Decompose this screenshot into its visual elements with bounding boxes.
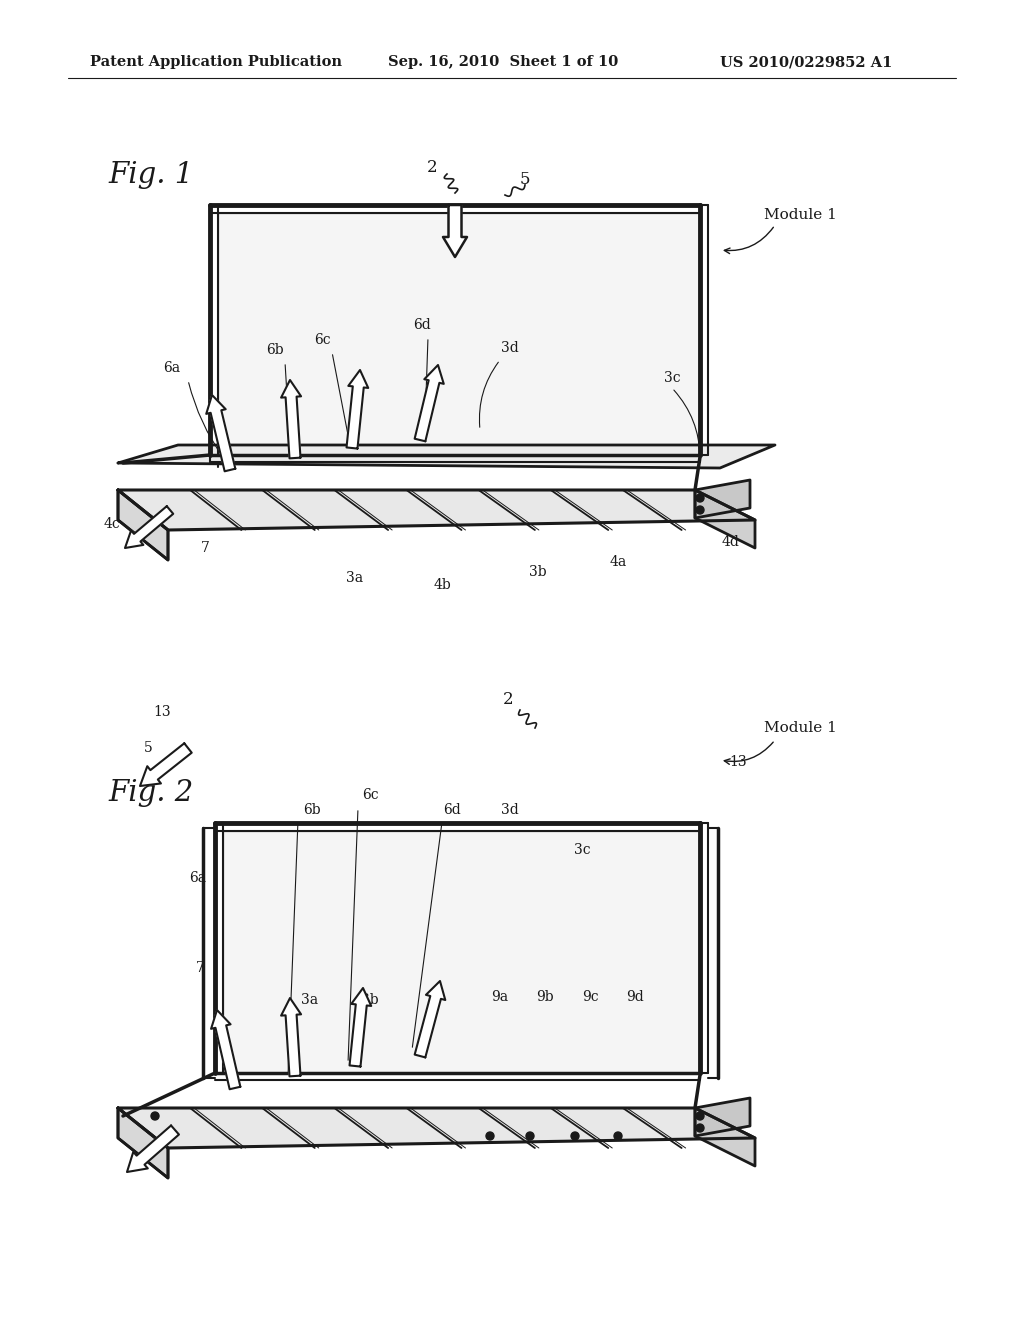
Text: 6a: 6a bbox=[189, 871, 207, 884]
Polygon shape bbox=[346, 370, 369, 449]
Circle shape bbox=[526, 1133, 534, 1140]
Polygon shape bbox=[118, 490, 168, 560]
Polygon shape bbox=[282, 380, 301, 458]
Polygon shape bbox=[695, 1107, 755, 1166]
Text: Module 1: Module 1 bbox=[764, 721, 837, 735]
Circle shape bbox=[696, 1111, 705, 1119]
Circle shape bbox=[151, 1111, 159, 1119]
Polygon shape bbox=[118, 1107, 168, 1177]
Circle shape bbox=[696, 494, 705, 502]
Text: 6c: 6c bbox=[313, 333, 331, 347]
Text: 3a: 3a bbox=[346, 572, 364, 585]
Text: 3b: 3b bbox=[361, 993, 379, 1007]
Polygon shape bbox=[695, 490, 755, 548]
Polygon shape bbox=[118, 490, 755, 531]
Circle shape bbox=[486, 1133, 494, 1140]
Polygon shape bbox=[140, 743, 191, 785]
Polygon shape bbox=[118, 490, 168, 560]
Polygon shape bbox=[415, 366, 443, 441]
Text: US 2010/0229852 A1: US 2010/0229852 A1 bbox=[720, 55, 892, 69]
Text: 4c: 4c bbox=[103, 517, 121, 531]
Text: 9a: 9a bbox=[492, 990, 509, 1005]
Polygon shape bbox=[223, 832, 700, 1073]
Circle shape bbox=[696, 506, 705, 513]
Polygon shape bbox=[218, 213, 700, 455]
Text: 9c: 9c bbox=[582, 990, 598, 1005]
Text: 4: 4 bbox=[430, 985, 439, 999]
Circle shape bbox=[614, 1133, 622, 1140]
Polygon shape bbox=[118, 1107, 168, 1177]
Text: Patent Application Publication: Patent Application Publication bbox=[90, 55, 342, 69]
Text: 5: 5 bbox=[143, 741, 153, 755]
Polygon shape bbox=[415, 981, 445, 1057]
Text: 4d: 4d bbox=[721, 535, 739, 549]
Text: Sep. 16, 2010  Sheet 1 of 10: Sep. 16, 2010 Sheet 1 of 10 bbox=[388, 55, 618, 69]
Polygon shape bbox=[206, 395, 236, 471]
Circle shape bbox=[696, 1125, 705, 1133]
Text: 13: 13 bbox=[729, 755, 746, 770]
Text: 13: 13 bbox=[154, 705, 171, 719]
Text: 7: 7 bbox=[201, 541, 210, 554]
Text: 6c: 6c bbox=[361, 788, 378, 803]
Text: 9d: 9d bbox=[626, 990, 644, 1005]
Polygon shape bbox=[211, 1010, 241, 1089]
Text: 3d: 3d bbox=[501, 341, 519, 355]
Polygon shape bbox=[443, 205, 467, 257]
Polygon shape bbox=[282, 998, 301, 1076]
Text: 3b: 3b bbox=[529, 565, 547, 579]
Polygon shape bbox=[118, 445, 775, 469]
Polygon shape bbox=[695, 1098, 750, 1137]
Text: 9b: 9b bbox=[537, 990, 554, 1005]
Polygon shape bbox=[127, 1126, 179, 1172]
Text: 3c: 3c bbox=[664, 371, 680, 385]
Text: 4b: 4b bbox=[433, 578, 451, 591]
Text: Fig. 2: Fig. 2 bbox=[108, 779, 194, 807]
Text: Module 1: Module 1 bbox=[764, 209, 837, 222]
Text: 3c: 3c bbox=[573, 843, 590, 857]
Polygon shape bbox=[349, 987, 372, 1067]
Text: 6b: 6b bbox=[266, 343, 284, 356]
Polygon shape bbox=[125, 506, 173, 548]
Polygon shape bbox=[695, 480, 750, 517]
Text: 7: 7 bbox=[196, 961, 205, 975]
Text: Fig. 1: Fig. 1 bbox=[108, 161, 194, 189]
Text: 5: 5 bbox=[520, 172, 530, 189]
Polygon shape bbox=[118, 1107, 755, 1148]
Text: 3d: 3d bbox=[501, 803, 519, 817]
Text: 6a: 6a bbox=[164, 360, 180, 375]
Text: 4a: 4a bbox=[609, 554, 627, 569]
Text: 6d: 6d bbox=[443, 803, 461, 817]
Text: 6b: 6b bbox=[303, 803, 321, 817]
Text: 6d: 6d bbox=[413, 318, 431, 333]
Circle shape bbox=[571, 1133, 579, 1140]
Text: 2: 2 bbox=[427, 160, 437, 177]
Text: 3a: 3a bbox=[301, 993, 318, 1007]
Text: 2: 2 bbox=[503, 692, 513, 709]
